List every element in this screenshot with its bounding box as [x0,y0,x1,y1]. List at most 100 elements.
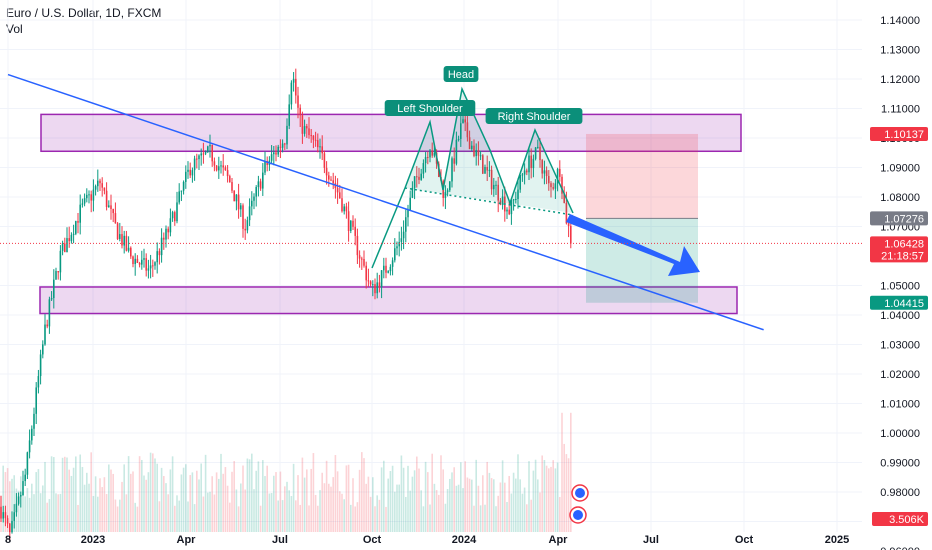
volume-bar [308,505,310,532]
x-tick-label: 2025 [825,534,849,546]
candle-body [28,440,31,453]
volume-bar [189,475,191,532]
candle-body [537,146,539,148]
candle-body [396,246,398,249]
candle-body [451,158,453,182]
y-tick-label: 1.03000 [880,340,920,352]
trendline[interactable] [7,73,764,331]
candle-body [9,523,11,533]
pattern-label-right-shoulder-bg [485,108,583,124]
volume-bar [559,496,561,532]
candle-body [534,147,537,159]
neckline [404,187,574,216]
volume-bar [88,483,90,532]
volume-bar [39,493,42,532]
candle-body [178,191,180,203]
volume-bar [242,465,244,532]
candle-body [325,167,328,176]
candle-body [336,188,339,193]
event-icon-core [575,488,585,498]
volume-bar [383,460,385,532]
volume-value: 3.506K [889,514,925,526]
candle-body [286,125,288,145]
candle-body [479,155,482,157]
volume-bar [143,475,145,532]
volume-bar [310,468,312,532]
candle-body [400,238,403,242]
candle-body [495,184,497,186]
candle-body [464,119,466,123]
volume-bar [123,464,125,532]
projection-arrow[interactable] [566,214,700,276]
support-zone[interactable] [39,286,738,315]
volume-bar [499,482,502,532]
volume-bar [506,501,508,532]
candle-body [46,324,48,327]
volume-bar [132,471,134,532]
price-label-bg [870,126,928,141]
candle-body [13,512,15,521]
volume-bar [138,456,141,532]
candle-body [240,205,242,210]
candle-body [53,279,55,299]
volume-bar [237,506,240,532]
volume-bar [352,478,354,532]
volume-bar [354,506,356,532]
volume-bar [475,459,477,532]
candle-body [330,179,332,181]
volume-bar [451,472,453,532]
candle-body [398,241,400,247]
volume-bar [548,468,550,532]
volume-bar [180,474,183,532]
candle-body [490,169,493,190]
candle-body [147,268,150,271]
volume-bar [79,454,81,532]
stop-loss-zone[interactable] [586,133,698,219]
candle-body [202,153,205,155]
candle-body [515,198,517,200]
candle-body [218,166,220,171]
pattern-label-left-shoulder-bg [384,100,476,116]
candle-body [152,265,154,267]
pattern-line [404,86,574,214]
volume-bar [99,478,101,532]
candle-body [312,135,315,140]
x-tick-label: Apr [177,534,197,546]
candle-body [237,194,240,210]
candle-body [79,204,81,223]
volume-bar [105,494,108,532]
candle-body [550,183,552,188]
volume-bar [4,472,7,532]
candle-body [143,258,145,260]
volume-bar [345,465,348,532]
volume-bar [416,456,418,532]
volume-bar [530,499,532,532]
volume-bar [440,455,442,532]
volume-bar [185,464,187,532]
candle-body [488,169,491,171]
y-tick-label: 1.04000 [880,310,920,322]
candle-body [4,512,7,519]
candle-body [570,225,572,244]
volume-bar [422,506,425,532]
volume-bar [200,463,202,532]
candle-body [193,158,196,171]
volume-bar [570,412,572,532]
volume-bar [367,476,370,532]
candle-body [253,196,255,201]
candle-body [50,298,53,300]
candle-body [97,180,99,187]
volume-bar [490,478,493,532]
candle-body [475,150,477,157]
candle-body [497,184,499,201]
x-tick-label: 2023 [81,534,105,546]
y-tick-label: 0.99000 [880,458,920,470]
volume-bar [101,487,103,532]
volume-bar [534,459,537,532]
candle-body [44,324,46,345]
candle-body [75,221,77,234]
candle-body [262,172,264,189]
volume-bar [325,460,328,532]
candle-body [457,138,460,140]
